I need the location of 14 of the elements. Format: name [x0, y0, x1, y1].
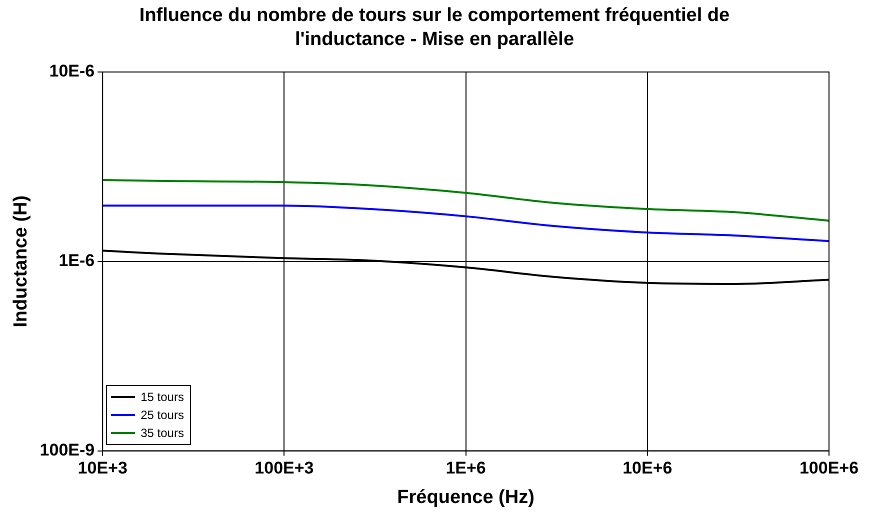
- y-tick-label: 1E-6: [58, 251, 95, 270]
- x-tick-label: 10E+3: [78, 458, 128, 478]
- x-tick-label: 100E+6: [799, 458, 859, 478]
- legend-label: 25 tours: [140, 406, 184, 424]
- legend-label: 35 tours: [140, 424, 184, 442]
- x-tick-label: 1E+6: [446, 458, 486, 478]
- y-tick-label: 100E-9: [40, 440, 95, 460]
- x-tick-label: 10E+6: [622, 458, 672, 478]
- x-axis-title: Fréquence (Hz): [397, 486, 534, 508]
- legend-label: 15 tours: [140, 388, 184, 406]
- y-tick-label: 10E-6: [49, 62, 95, 81]
- x-tick-label: 100E+3: [254, 458, 314, 478]
- chart-title: Influence du nombre de tours sur le comportement fréquentiel de l'inductance - Mise en parallèle: [138, 4, 731, 52]
- y-axis-title: Inductance (H): [10, 195, 32, 328]
